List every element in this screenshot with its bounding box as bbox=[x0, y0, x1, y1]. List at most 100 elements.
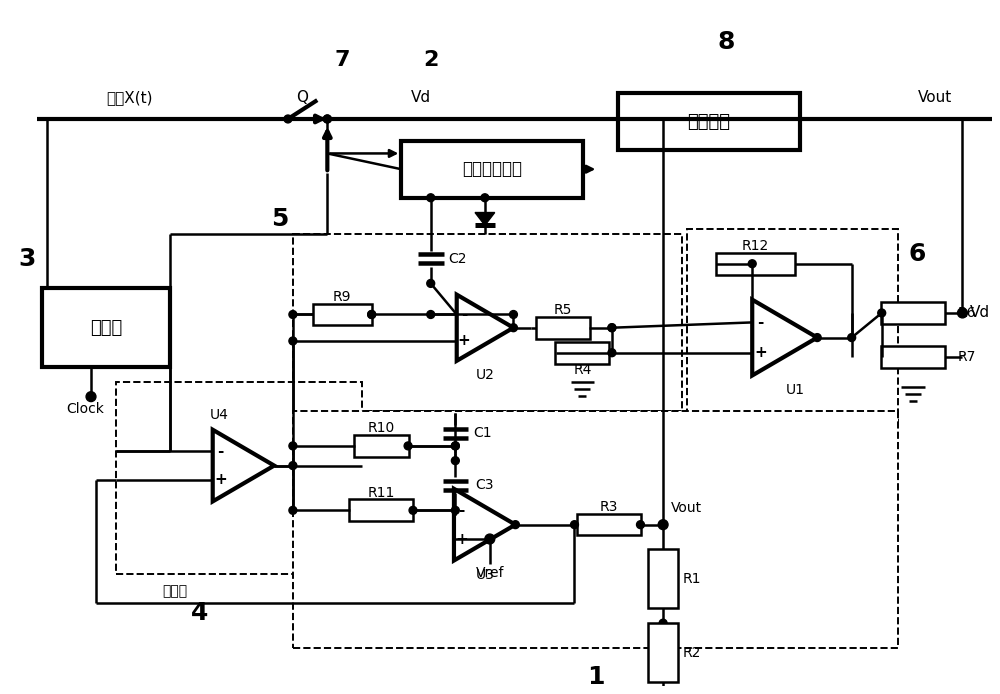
Text: Vd: Vd bbox=[411, 90, 431, 105]
Circle shape bbox=[289, 310, 297, 319]
Text: 比较器: 比较器 bbox=[162, 584, 187, 599]
Bar bbox=[354, 435, 409, 457]
Bar bbox=[116, 382, 362, 574]
Text: 窄脉冲发生器: 窄脉冲发生器 bbox=[462, 160, 522, 178]
Text: -: - bbox=[217, 443, 224, 459]
Text: 8: 8 bbox=[717, 30, 735, 54]
Circle shape bbox=[289, 462, 297, 470]
Bar bbox=[401, 141, 583, 198]
Bar bbox=[881, 346, 945, 368]
Bar bbox=[618, 94, 800, 151]
Circle shape bbox=[848, 334, 856, 341]
Circle shape bbox=[427, 310, 435, 319]
Circle shape bbox=[510, 324, 517, 332]
Text: -: - bbox=[757, 315, 764, 330]
Circle shape bbox=[511, 520, 519, 529]
Bar bbox=[881, 302, 945, 324]
Circle shape bbox=[878, 309, 886, 317]
Text: U3: U3 bbox=[475, 568, 494, 582]
Circle shape bbox=[637, 520, 644, 529]
Circle shape bbox=[451, 457, 459, 464]
Bar bbox=[293, 412, 898, 648]
Circle shape bbox=[284, 115, 292, 123]
Text: U4: U4 bbox=[210, 408, 228, 423]
Bar bbox=[293, 234, 682, 412]
Circle shape bbox=[368, 310, 376, 319]
Text: R9: R9 bbox=[333, 290, 351, 304]
Bar bbox=[687, 229, 898, 421]
Bar bbox=[349, 500, 413, 521]
Circle shape bbox=[451, 507, 459, 514]
Circle shape bbox=[368, 310, 376, 319]
Bar bbox=[42, 288, 170, 367]
Bar bbox=[313, 304, 372, 325]
Bar bbox=[555, 342, 609, 364]
Text: R1: R1 bbox=[683, 572, 701, 586]
Circle shape bbox=[608, 324, 616, 332]
Circle shape bbox=[510, 310, 517, 319]
Text: R10: R10 bbox=[368, 421, 395, 435]
Circle shape bbox=[748, 260, 756, 268]
Circle shape bbox=[427, 280, 435, 287]
Circle shape bbox=[289, 507, 297, 514]
Text: Q: Q bbox=[296, 90, 308, 105]
Text: +: + bbox=[214, 473, 227, 487]
Text: +: + bbox=[455, 532, 468, 546]
Text: R7: R7 bbox=[958, 350, 976, 364]
Polygon shape bbox=[475, 212, 495, 226]
Text: C2: C2 bbox=[448, 252, 467, 266]
Text: 滤波电路: 滤波电路 bbox=[687, 113, 730, 131]
Circle shape bbox=[958, 308, 967, 318]
Circle shape bbox=[427, 194, 435, 202]
Circle shape bbox=[451, 442, 459, 450]
Text: Vref: Vref bbox=[476, 566, 504, 580]
Text: U2: U2 bbox=[475, 368, 494, 382]
Circle shape bbox=[608, 349, 616, 357]
Circle shape bbox=[289, 337, 297, 345]
Text: R12: R12 bbox=[742, 239, 769, 253]
Text: 输入X(t): 输入X(t) bbox=[106, 90, 152, 105]
Text: 3: 3 bbox=[18, 247, 36, 271]
Circle shape bbox=[571, 520, 578, 529]
Circle shape bbox=[659, 619, 667, 627]
Text: -: - bbox=[458, 503, 465, 518]
Text: R2: R2 bbox=[683, 645, 701, 660]
Text: R6: R6 bbox=[958, 306, 976, 320]
Text: 6: 6 bbox=[908, 242, 926, 266]
Circle shape bbox=[451, 442, 459, 450]
Text: Vd: Vd bbox=[970, 305, 990, 321]
Text: 4: 4 bbox=[191, 601, 208, 625]
Circle shape bbox=[86, 391, 96, 402]
Text: 2: 2 bbox=[423, 50, 438, 70]
Text: C3: C3 bbox=[475, 478, 494, 492]
Text: U1: U1 bbox=[786, 383, 805, 397]
Circle shape bbox=[608, 324, 616, 332]
Text: R5: R5 bbox=[553, 303, 572, 317]
Circle shape bbox=[409, 507, 417, 514]
Circle shape bbox=[289, 442, 297, 450]
Text: Vout: Vout bbox=[918, 90, 953, 105]
Circle shape bbox=[323, 115, 331, 123]
Text: 5: 5 bbox=[271, 208, 288, 231]
Text: +: + bbox=[754, 345, 767, 360]
Text: 控制器: 控制器 bbox=[90, 319, 122, 337]
Circle shape bbox=[481, 194, 489, 202]
Text: 7: 7 bbox=[334, 50, 350, 70]
Text: R11: R11 bbox=[368, 486, 395, 500]
Bar bbox=[648, 549, 678, 609]
Text: R3: R3 bbox=[600, 500, 618, 514]
Text: 1: 1 bbox=[587, 666, 604, 689]
Bar bbox=[577, 514, 641, 536]
Bar bbox=[536, 317, 590, 339]
Text: +: + bbox=[457, 333, 470, 348]
Circle shape bbox=[658, 520, 668, 530]
Text: Vout: Vout bbox=[671, 501, 702, 515]
Circle shape bbox=[485, 534, 495, 544]
Text: R4: R4 bbox=[573, 364, 592, 378]
Circle shape bbox=[813, 334, 821, 341]
Bar bbox=[648, 623, 678, 682]
Bar bbox=[716, 253, 795, 275]
Text: Clock: Clock bbox=[66, 403, 104, 416]
Text: -: - bbox=[461, 307, 467, 322]
Text: C1: C1 bbox=[473, 426, 492, 440]
